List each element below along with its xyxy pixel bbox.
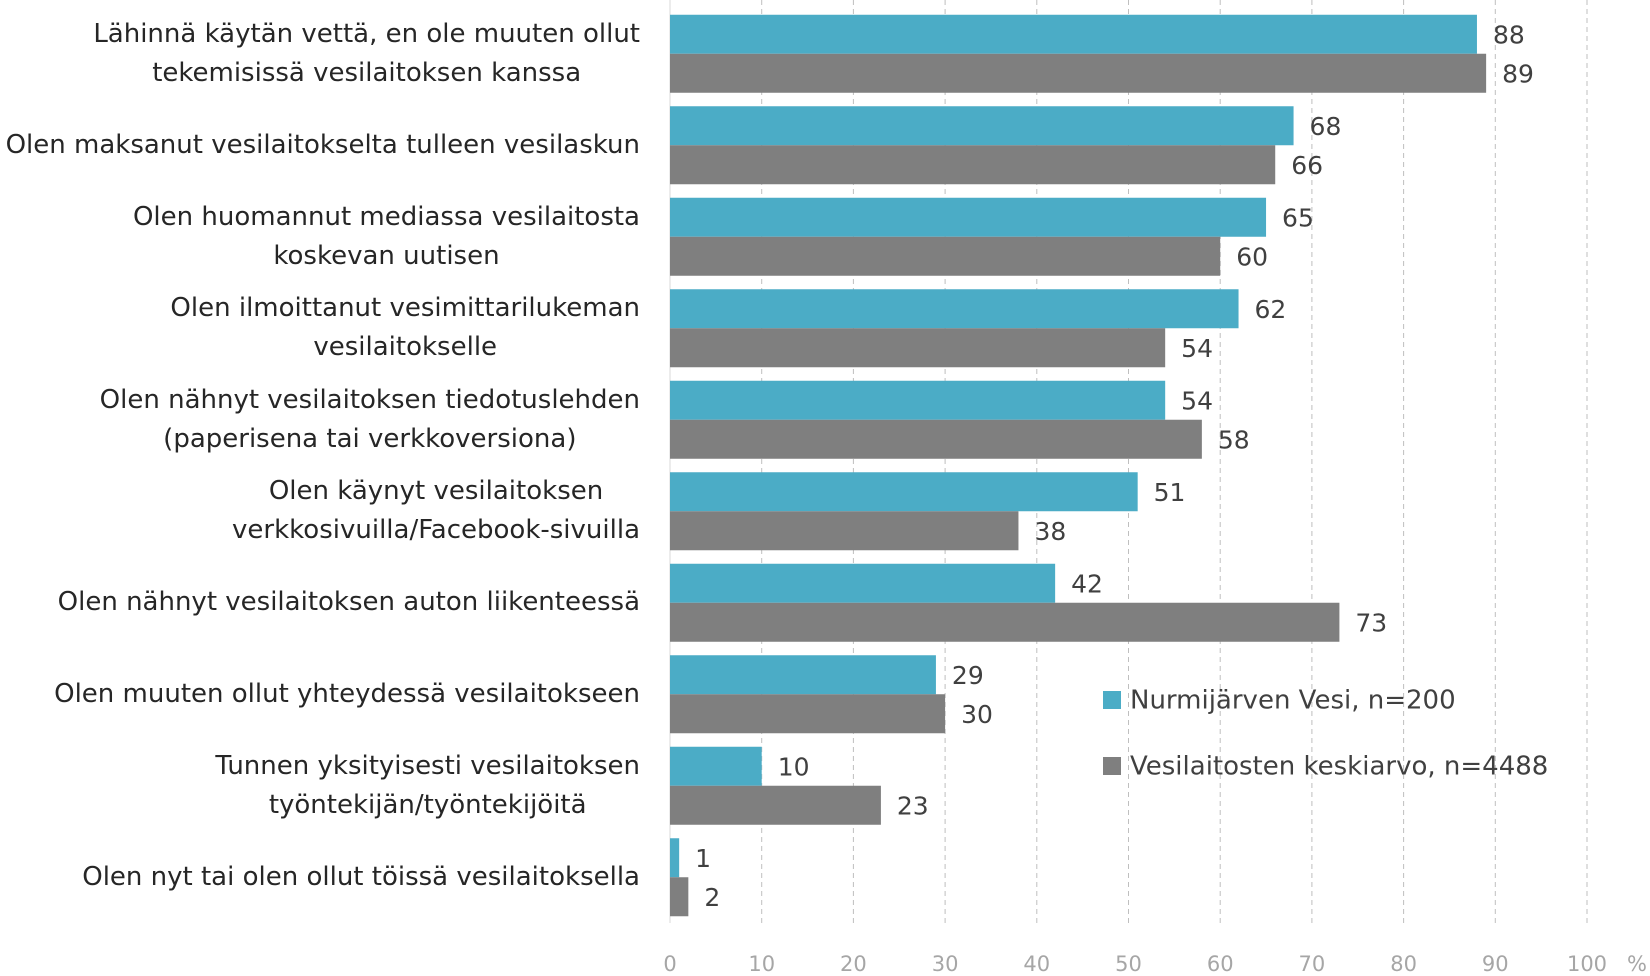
- x-tick-label: 0: [663, 952, 676, 976]
- bar: [670, 197, 1267, 237]
- value-label: 38: [1034, 517, 1066, 546]
- category-text: Olen maksanut vesilaitokselta tulleen ve…: [5, 129, 640, 160]
- category-label: Olen käynyt vesilaitoksen verkkosivuilla…: [0, 472, 640, 550]
- bar: [670, 328, 1166, 368]
- bar: [670, 563, 1056, 603]
- legend-swatch: [1103, 691, 1121, 709]
- value-label: 54: [1181, 334, 1213, 363]
- value-label: 73: [1355, 608, 1387, 637]
- category-label: Olen nyt tai olen ollut töissä vesilaito…: [0, 838, 640, 916]
- bar: [670, 838, 680, 878]
- bar: [670, 145, 1276, 185]
- bar: [670, 53, 1487, 93]
- category-label: Olen nähnyt vesilaitoksen auton liikente…: [0, 564, 640, 642]
- value-label: 29: [952, 661, 984, 690]
- x-tick-label: 100: [1567, 952, 1607, 976]
- category-label: Olen maksanut vesilaitokselta tulleen ve…: [0, 106, 640, 184]
- bar: [670, 511, 1019, 551]
- value-label: 60: [1236, 242, 1268, 271]
- value-label: 58: [1218, 425, 1250, 454]
- bar: [670, 419, 1202, 459]
- x-tick-label: 90: [1482, 952, 1509, 976]
- legend-label: Vesilaitosten keskiarvo, n=4488: [1130, 752, 1548, 782]
- bar: [670, 746, 762, 786]
- bar: [670, 694, 946, 734]
- value-label: 10: [778, 752, 810, 781]
- bar: [670, 106, 1294, 146]
- category-text: Olen ilmoittanut vesimittarilukeman vesi…: [170, 293, 640, 363]
- value-label: 88: [1493, 20, 1525, 49]
- legend-label: Nurmijärven Vesi, n=200: [1130, 686, 1456, 716]
- value-label: 65: [1282, 203, 1314, 232]
- x-tick-label: 80: [1390, 952, 1417, 976]
- value-label: 89: [1502, 59, 1534, 88]
- category-label: Lähinnä käytän vettä, en ole muuten ollu…: [0, 15, 640, 93]
- bar: [670, 472, 1138, 512]
- bar: [670, 289, 1239, 329]
- x-tick-label: 70: [1299, 952, 1326, 976]
- category-label: Olen ilmoittanut vesimittarilukeman vesi…: [0, 289, 640, 367]
- category-text: Tunnen yksityisesti vesilaitoksen työnte…: [215, 750, 640, 820]
- x-tick-label: 50: [1115, 952, 1142, 976]
- bar: [670, 785, 881, 825]
- x-tick-label: 20: [840, 952, 867, 976]
- category-text: Olen nähnyt vesilaitoksen auton liikente…: [57, 587, 640, 618]
- value-label: 1: [695, 844, 711, 873]
- bar: [670, 655, 936, 695]
- category-text: Olen käynyt vesilaitoksen verkkosivuilla…: [232, 476, 640, 546]
- x-tick-label: 60: [1207, 952, 1234, 976]
- x-tick-label: 30: [932, 952, 959, 976]
- value-label: 23: [897, 791, 929, 820]
- bar: [670, 602, 1340, 642]
- x-unit: %: [1627, 952, 1647, 976]
- bar: [670, 380, 1166, 420]
- category-text: Olen huomannut mediassa vesilaitosta kos…: [132, 201, 640, 271]
- category-text: Olen muuten ollut yhteydessä vesilaitoks…: [54, 678, 640, 709]
- category-label: Tunnen yksityisesti vesilaitoksen työnte…: [0, 747, 640, 825]
- category-text: Olen nähnyt vesilaitoksen tiedotuslehden…: [99, 384, 640, 454]
- category-text: Lähinnä käytän vettä, en ole muuten ollu…: [93, 18, 640, 88]
- category-label: Olen huomannut mediassa vesilaitosta kos…: [0, 198, 640, 276]
- x-tick-label: 40: [1023, 952, 1050, 976]
- value-label: 68: [1310, 112, 1342, 141]
- value-label: 54: [1181, 386, 1213, 415]
- value-label: 51: [1154, 478, 1186, 507]
- legend-swatch: [1103, 757, 1121, 775]
- category-label: Olen muuten ollut yhteydessä vesilaitoks…: [0, 655, 640, 733]
- category-text: Olen nyt tai olen ollut töissä vesilaito…: [82, 861, 640, 892]
- value-label: 66: [1291, 151, 1323, 180]
- value-label: 62: [1255, 295, 1287, 324]
- bar: [670, 236, 1221, 276]
- bar: [670, 877, 689, 917]
- x-tick-label: 10: [748, 952, 775, 976]
- value-label: 42: [1071, 569, 1103, 598]
- value-label: 2: [704, 883, 720, 912]
- value-label: 30: [961, 700, 993, 729]
- category-label: Olen nähnyt vesilaitoksen tiedotuslehden…: [0, 381, 640, 459]
- bar: [670, 14, 1477, 54]
